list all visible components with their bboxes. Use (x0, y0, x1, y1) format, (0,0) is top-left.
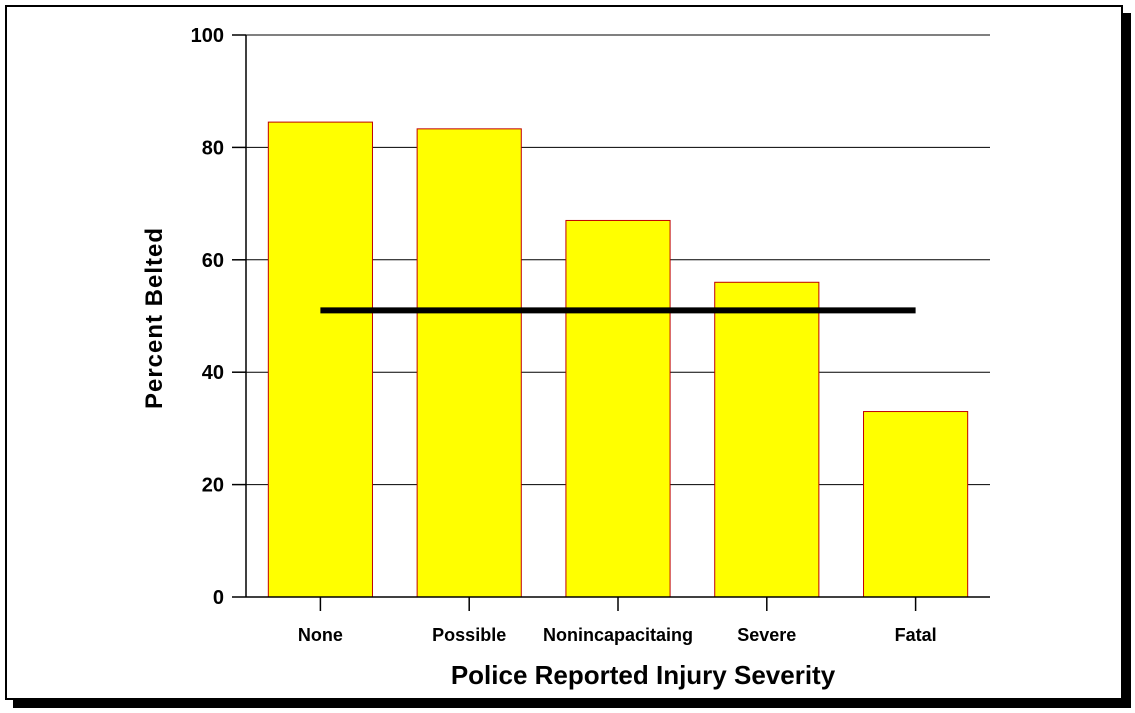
bar-none (267, 121, 373, 598)
bar-nonincapacitaing (565, 219, 671, 598)
x-axis-title: Police Reported Injury Severity (451, 660, 836, 690)
y-tick-label: 20 (202, 475, 224, 497)
y-tick-label: 0 (213, 587, 224, 609)
bar-fatal (863, 411, 969, 598)
y-tick-label: 100 (191, 25, 224, 47)
y-tick-label: 60 (202, 250, 224, 272)
bars (267, 121, 969, 598)
bar-severe (714, 281, 820, 598)
bar-possible (416, 128, 522, 598)
x-tick-label: Possible (432, 625, 506, 645)
y-tick-label: 80 (202, 137, 224, 159)
axes (232, 34, 990, 611)
x-tick-label: Nonincapacitaing (543, 625, 693, 645)
x-tick-labels: None Possible Nonincapacitaing Severe Fatal (298, 625, 937, 645)
y-tick-label: 40 (202, 362, 224, 384)
x-tick-label: Severe (737, 625, 796, 645)
x-tick-label: Fatal (895, 625, 937, 645)
y-axis-title: Percent Belted (141, 227, 168, 409)
x-tick-label: None (298, 625, 343, 645)
y-tick-labels: 0 20 40 60 80 100 (191, 25, 224, 609)
